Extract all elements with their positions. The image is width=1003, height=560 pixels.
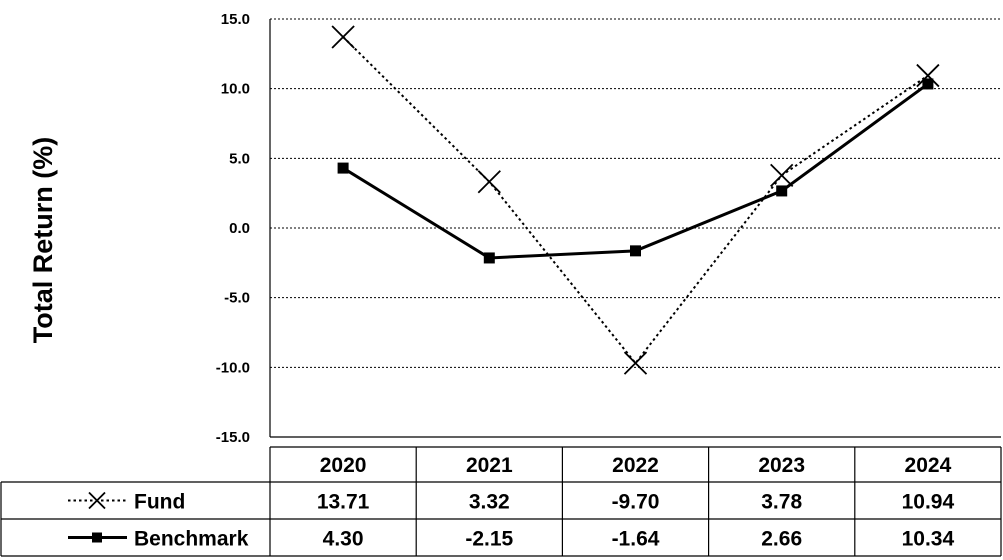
data-label-fund: 3.32 <box>469 491 510 514</box>
series-line-benchmark <box>342 82 929 260</box>
legend-label-fund: Fund <box>134 491 185 514</box>
data-label-fund: -9.70 <box>612 491 660 514</box>
data-label-fund: 13.71 <box>317 491 370 514</box>
data-point-benchmark <box>922 78 934 90</box>
x-tick-label: 2024 <box>905 454 952 477</box>
data-point-fund <box>331 25 355 49</box>
gridlines <box>270 18 1001 368</box>
data-label-fund: 10.94 <box>902 491 955 514</box>
legend-marker-fund <box>88 491 106 510</box>
y-tick-label: -5.0 <box>224 290 250 307</box>
legend-label-benchmark: Benchmark <box>134 528 249 551</box>
data-label-benchmark: 4.30 <box>323 528 364 551</box>
x-tick-label: 2022 <box>612 454 659 477</box>
data-point-benchmark <box>776 185 788 197</box>
data-point-fund <box>623 351 648 375</box>
data-point-fund <box>770 163 794 187</box>
y-tick-label: 10.0 <box>221 81 250 98</box>
y-tick-label: 0.0 <box>229 220 250 237</box>
data-table: 2020 2021 2022 2023 2024 Fund 13.71 3.32 -9.70 3.… <box>0 446 1002 557</box>
data-point-fund <box>916 63 940 88</box>
data-point-benchmark <box>337 162 349 174</box>
series-layer <box>331 25 940 375</box>
y-tick-label: -15.0 <box>216 429 250 446</box>
x-tick-label: 2021 <box>466 454 513 477</box>
axes <box>269 19 1001 438</box>
data-label-benchmark: -1.64 <box>612 528 660 551</box>
data-label-fund: 3.78 <box>761 491 802 514</box>
y-tick-labels: 15.0 10.0 5.0 0.0 -5.0 -10.0 -15.0 <box>216 11 250 446</box>
series-line-fund <box>342 36 929 365</box>
y-tick-label: 5.0 <box>229 150 250 167</box>
legend-marker-benchmark <box>92 532 102 543</box>
data-point-benchmark <box>630 245 641 257</box>
data-label-benchmark: 2.66 <box>761 528 802 551</box>
x-tick-label: 2023 <box>758 454 805 477</box>
y-tick-label: -10.0 <box>216 359 250 376</box>
data-point-benchmark <box>483 252 495 264</box>
data-label-benchmark: 10.34 <box>902 528 955 551</box>
data-point-fund <box>477 170 501 194</box>
x-tick-label: 2020 <box>320 454 367 477</box>
y-tick-label: 15.0 <box>221 11 250 28</box>
data-label-benchmark: -2.15 <box>465 528 513 551</box>
y-axis-label: Total Return (%) <box>28 137 58 343</box>
